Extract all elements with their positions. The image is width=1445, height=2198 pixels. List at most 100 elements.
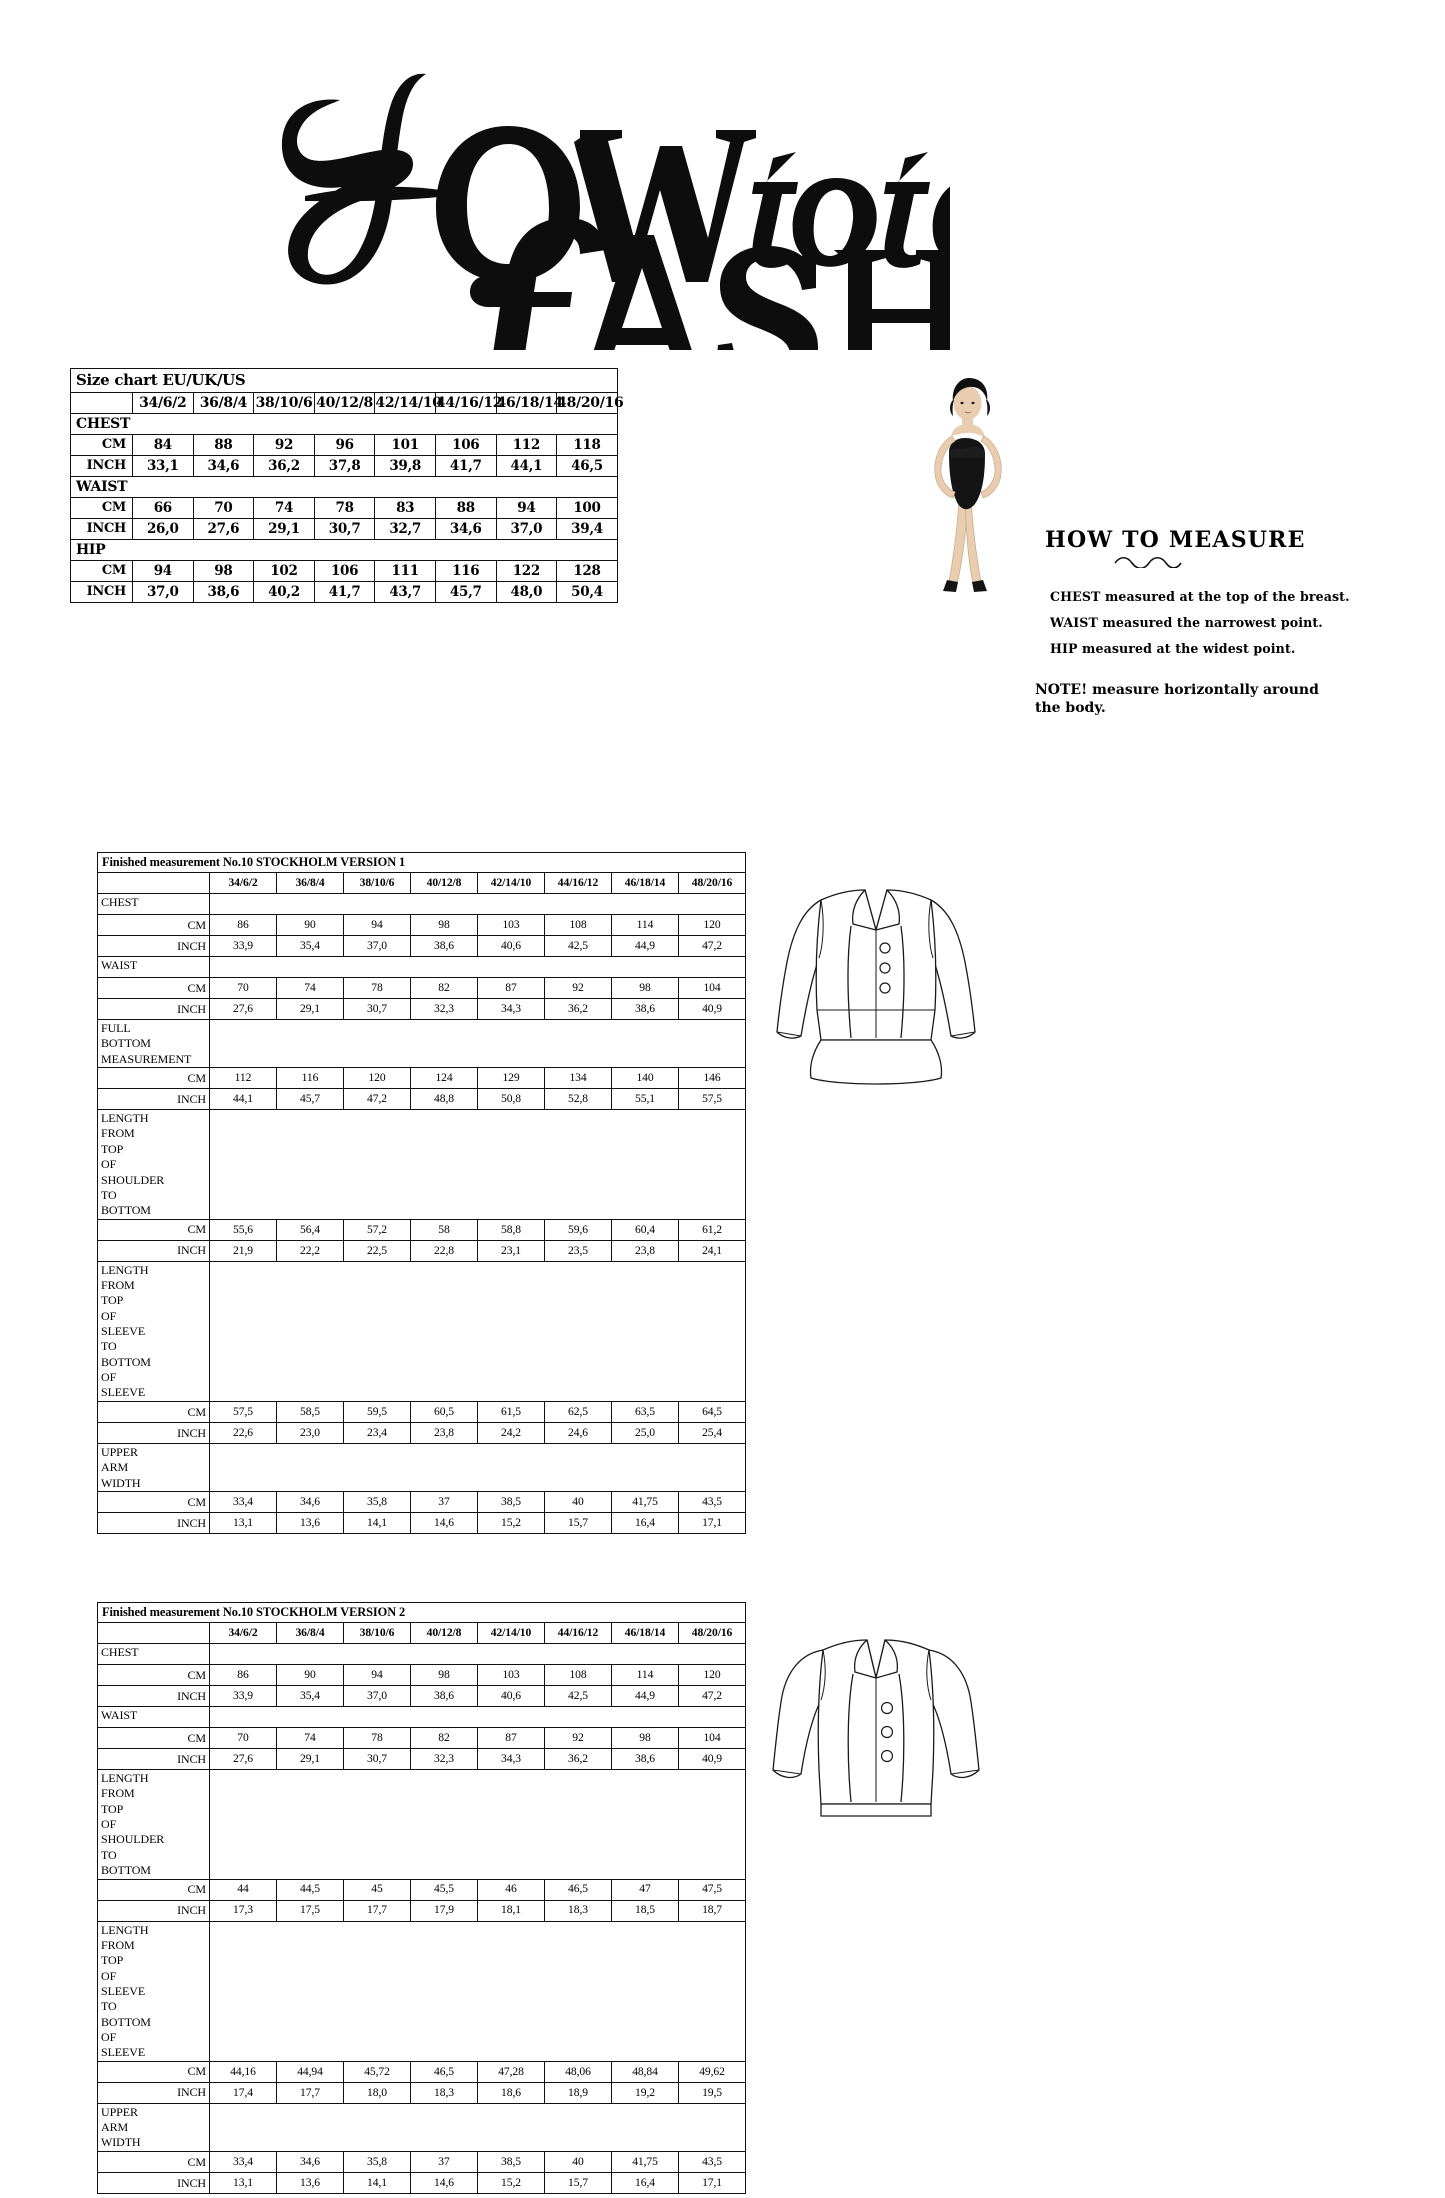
table-title: Finished measurement No.10 STOCKHOLM VER… [96, 1602, 747, 1623]
unit-label: INCH [97, 1088, 210, 1111]
unit-label: CM [97, 1067, 210, 1090]
size-header-7: 48/20/16 [677, 1622, 747, 1644]
table-row: INCH 26,0 27,6 29,1 30,7 32,7 34,6 37,0 39,4 [70, 518, 618, 540]
measure-line-chest: CHEST measured at the top of the breast. [1050, 589, 1350, 604]
unit-label: INCH [97, 998, 210, 1020]
value-cell: 94 [343, 914, 411, 936]
value-cell: 98 [410, 1664, 478, 1686]
value-cell: 22,5 [343, 1239, 411, 1262]
table-title: Finished measurement No.10 STOCKHOLM VER… [96, 852, 747, 873]
value-cell: 116 [434, 560, 497, 582]
value-cell: 41,7 [313, 581, 376, 603]
value-cell: 33,4 [209, 2150, 277, 2173]
table-row: CM 84 88 92 96 101 106 112 118 [70, 434, 618, 456]
value-cell: 63,5 [611, 1400, 679, 1423]
value-cell: 39,8 [374, 455, 436, 477]
value-cell: 43,7 [374, 581, 436, 603]
size-header-7: 48/20/16 [677, 872, 747, 894]
group-label: WAIST [97, 1706, 210, 1728]
value-cell: 35,8 [343, 1490, 411, 1513]
value-cell: 120 [677, 1664, 747, 1686]
value-cell: 29,1 [253, 518, 315, 540]
table-row: INCH 33,1 34,6 36,2 37,8 39,8 41,7 44,1 46,5 [70, 455, 618, 477]
value-cell: 40 [544, 2150, 612, 2173]
value-cell: 30,7 [343, 1748, 411, 1770]
value-cell: 114 [611, 914, 679, 936]
value-cell: 46 [477, 1878, 545, 1901]
value-cell: 17,4 [209, 2081, 277, 2104]
value-cell: 44,5 [276, 1878, 344, 1901]
value-cell: 122 [495, 560, 558, 582]
group-row: FULL BOTTOM MEASUREMENT [97, 1018, 747, 1069]
group-row: UPPER ARM WIDTH [97, 2102, 747, 2152]
value-cell: 108 [544, 1664, 612, 1686]
value-cell: 23,4 [343, 1421, 411, 1444]
unit-label: CM [97, 1490, 210, 1513]
value-cell: 13,6 [276, 1511, 344, 1534]
unit-label: CM [97, 1878, 210, 1901]
table-header-row: 34/6/2 36/8/4 38/10/6 40/12/8 42/14/10 44/16/… [97, 872, 747, 894]
group-row: LENGTH FROM TOP OF SHOULDER TO BOTTOM [97, 1109, 747, 1220]
value-cell: 100 [556, 497, 618, 519]
table-row: INCH 17,3 17,5 17,7 17,9 18,1 18,3 18,5 18,7 [97, 1899, 747, 1922]
value-cell: 48,0 [495, 581, 558, 603]
table-row: CM 70 74 78 82 87 92 98 104 [97, 1727, 747, 1749]
unit-label: INCH [70, 455, 133, 477]
value-cell: 34,3 [477, 1748, 545, 1770]
value-cell: 92 [544, 1727, 612, 1749]
table-row: CM 44,16 44,94 45,72 46,5 47,28 48,06 48,84 49,6… [97, 2060, 747, 2083]
value-cell: 22,2 [276, 1239, 344, 1262]
unit-label: INCH [70, 581, 133, 603]
value-cell: 58,8 [477, 1218, 545, 1241]
group-row: LENGTH FROM TOP OF SLEEVE TO BOTTOM OF SLEEVE [97, 1260, 747, 1402]
value-cell: 98 [410, 914, 478, 936]
table-header-row: 34/6/2 36/8/4 38/10/6 40/12/8 42/14/10 44/16/… [97, 1622, 747, 1644]
version1-table: Finished measurement No.10 STOCKHOLM VER… [96, 852, 747, 1534]
value-cell: 47,28 [477, 2060, 545, 2083]
value-cell: 38,6 [611, 1748, 679, 1770]
value-cell: 86 [209, 914, 277, 936]
value-cell: 38,6 [192, 581, 255, 603]
value-cell: 14,1 [343, 2171, 411, 2194]
value-cell: 47,5 [677, 1878, 747, 1901]
size-header-0: 34/6/2 [132, 392, 194, 414]
value-cell: 18,1 [477, 1899, 545, 1922]
value-cell: 64,5 [677, 1400, 747, 1423]
group-label: WAIST [70, 476, 618, 498]
value-cell: 74 [276, 977, 344, 999]
table-row: CM 33,4 34,6 35,8 37 38,5 40 41,75 43,5 [97, 1490, 747, 1513]
value-cell: 44,16 [209, 2060, 277, 2083]
value-cell: 83 [374, 497, 436, 519]
value-cell: 16,4 [611, 2171, 679, 2194]
value-cell: 60,4 [611, 1218, 679, 1241]
unit-label: CM [97, 1218, 210, 1241]
unit-label: INCH [97, 2171, 210, 2194]
size-header-2: 38/10/6 [253, 392, 315, 414]
header-corner-cell [97, 872, 210, 894]
value-cell: 45,72 [343, 2060, 411, 2083]
value-cell: 55,1 [611, 1088, 679, 1111]
value-cell: 111 [374, 560, 436, 582]
group-row: LENGTH FROM TOP OF SHOULDER TO BOTTOM [97, 1769, 747, 1880]
value-cell: 34,6 [434, 518, 497, 540]
value-cell: 16,4 [611, 1511, 679, 1534]
value-cell: 34,6 [276, 2150, 344, 2173]
value-cell: 48,84 [611, 2060, 679, 2083]
value-cell: 36,2 [544, 998, 612, 1020]
value-cell: 15,7 [544, 2171, 612, 2194]
group-row: HIP [70, 539, 618, 561]
measure-note: NOTE! measure horizontally around the bo… [1035, 682, 1319, 716]
value-cell: 15,2 [477, 2171, 545, 2194]
jacket-illustration-version1 [755, 870, 1005, 1120]
value-cell: 45,7 [434, 581, 497, 603]
unit-label: INCH [97, 1239, 210, 1262]
value-cell: 41,75 [611, 2150, 679, 2173]
value-cell: 57,2 [343, 1218, 411, 1241]
size-header-1: 36/8/4 [276, 1622, 344, 1644]
value-cell: 74 [276, 1727, 344, 1749]
value-cell: 37,0 [495, 518, 558, 540]
group-row: UPPER ARM WIDTH [97, 1442, 747, 1492]
value-cell: 103 [477, 1664, 545, 1686]
size-header-2: 38/10/6 [343, 1622, 411, 1644]
value-cell: 78 [343, 977, 411, 999]
